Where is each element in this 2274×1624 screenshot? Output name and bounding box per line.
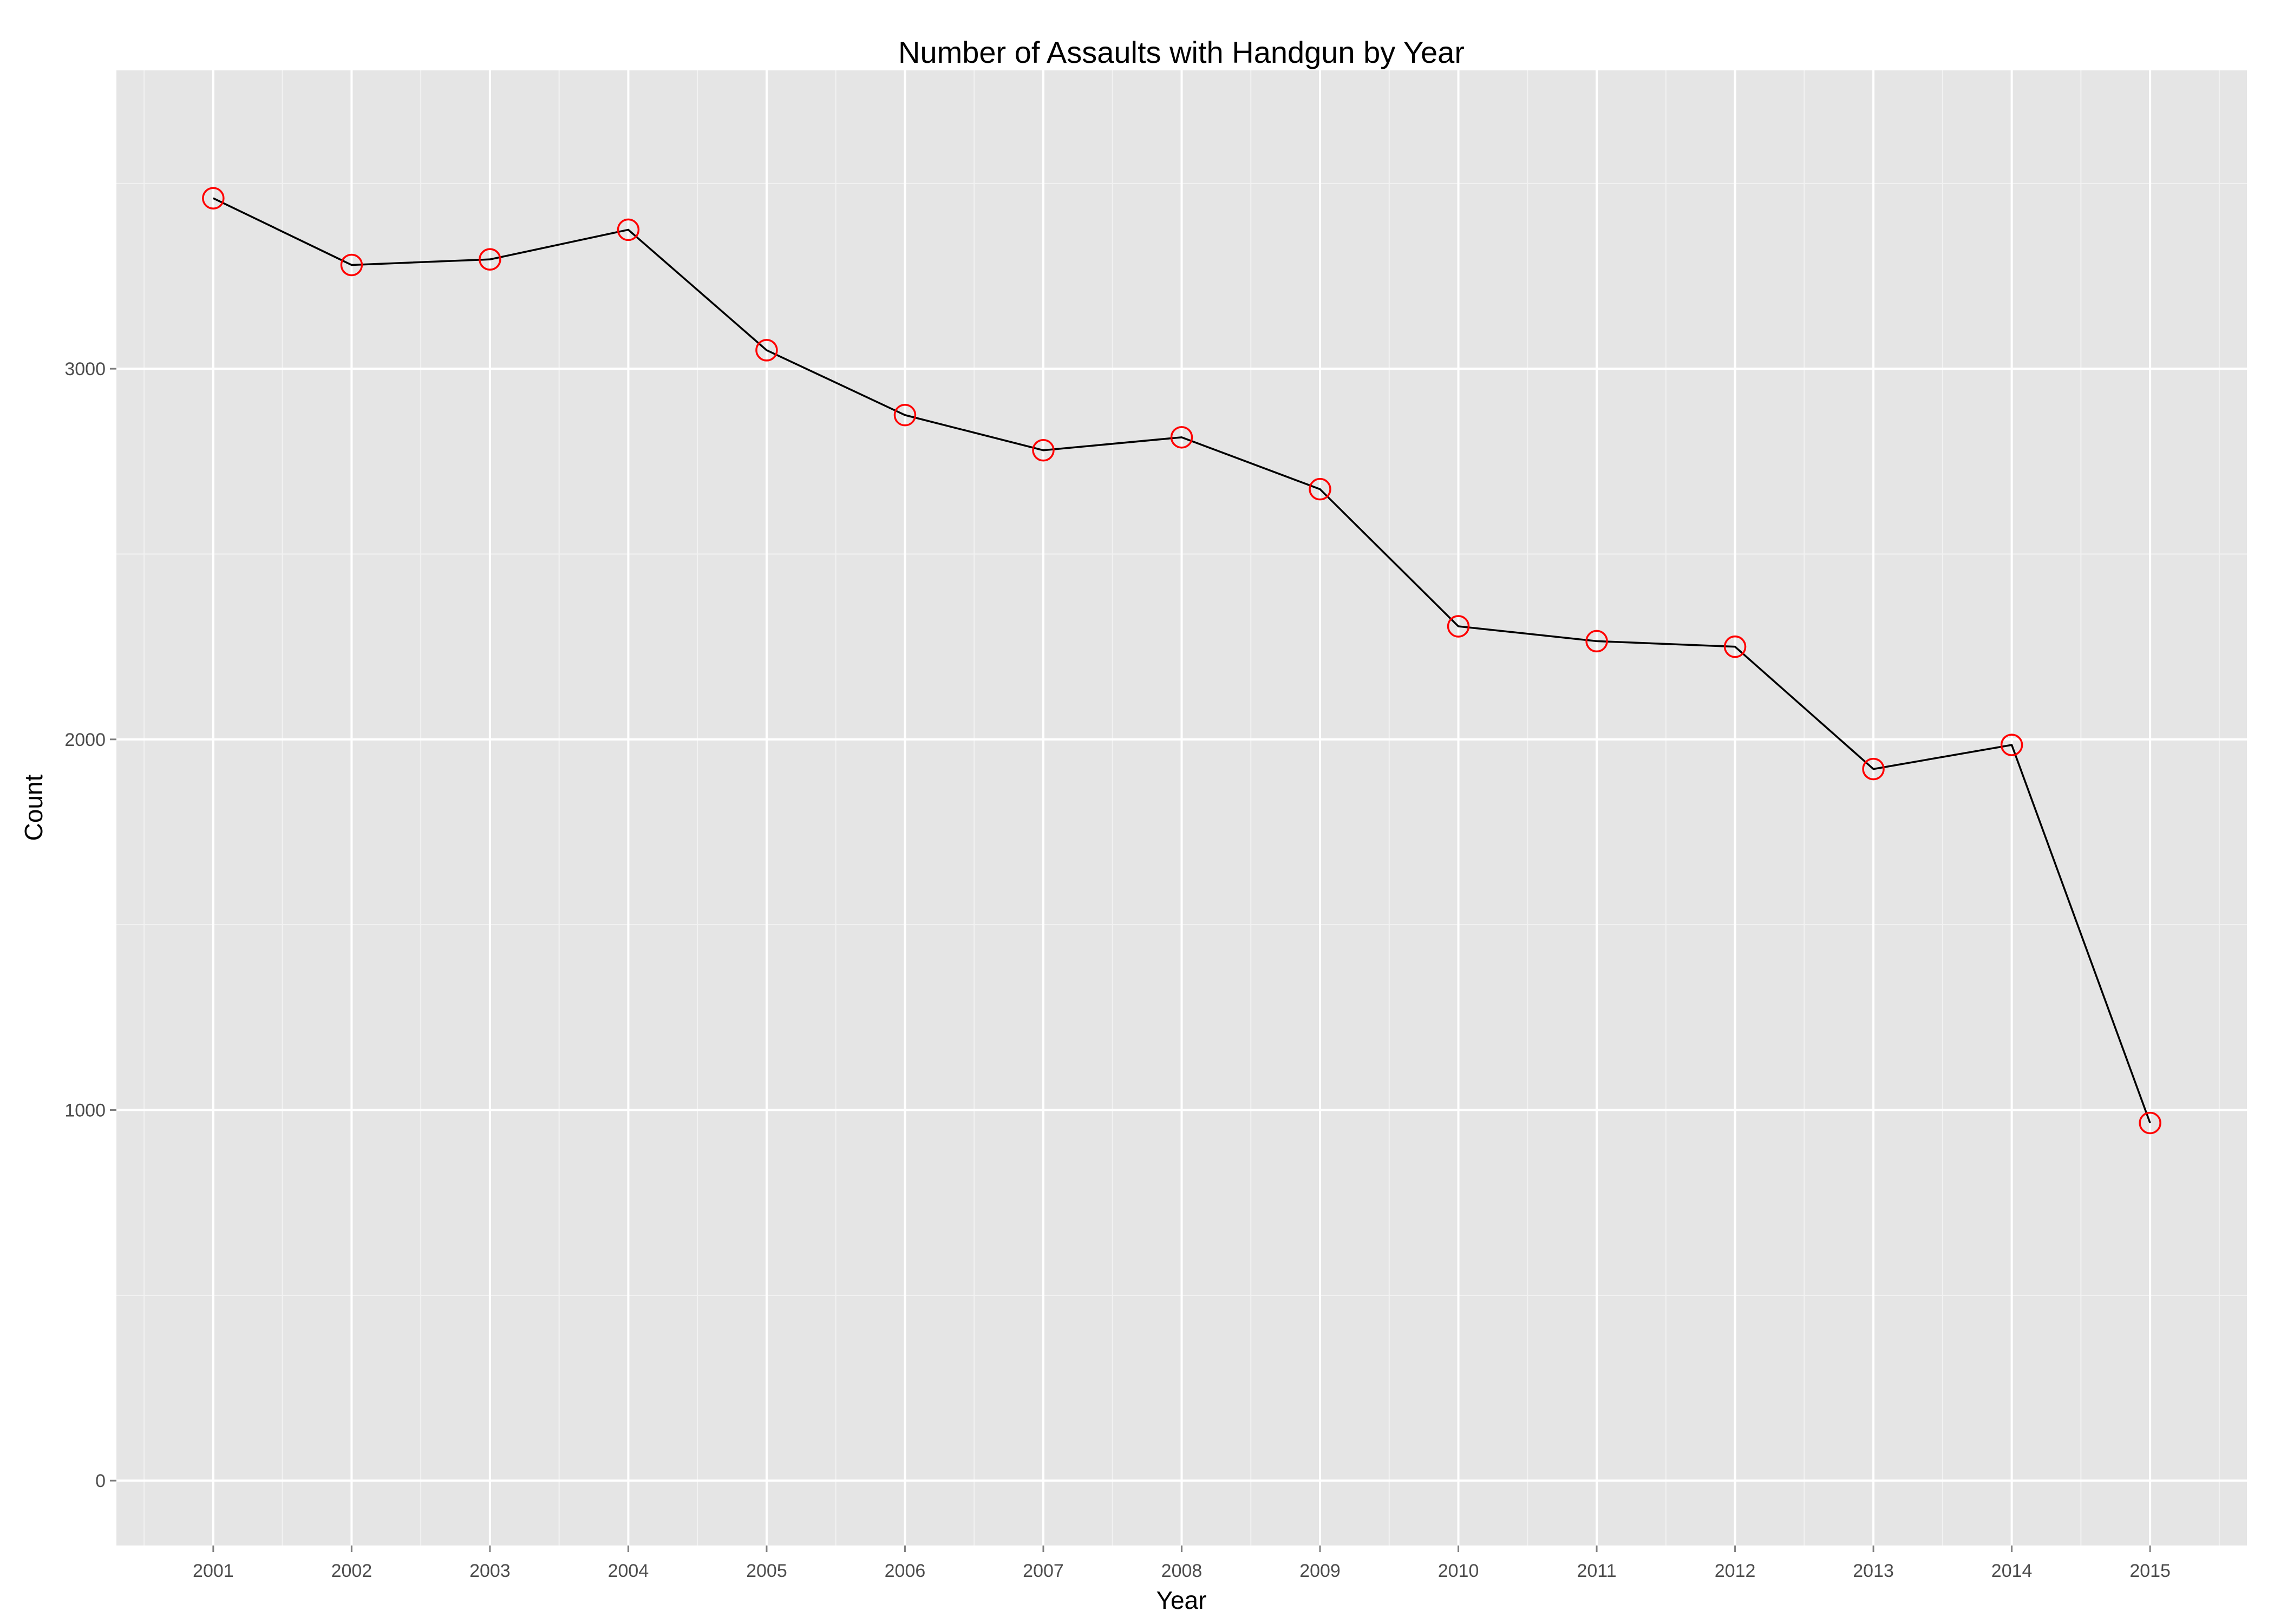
data-point-2006 [893,403,917,427]
x-tick-label: 2005 [746,1561,787,1581]
x-tick-label: 2009 [1299,1561,1341,1581]
x-axis-title: Year [1156,1586,1207,1614]
major-gridlines [116,70,2247,1546]
data-series [202,187,2161,1135]
y-axis-title: Count [19,774,48,841]
x-tick-label: 2004 [608,1561,649,1581]
x-tick-label: 2008 [1161,1561,1203,1581]
y-tick-label: 3000 [64,359,106,379]
data-point-2005 [755,339,778,362]
minor-gridlines [116,70,2247,1546]
y-tick-label: 0 [95,1471,106,1491]
x-tick-label: 2001 [193,1561,234,1581]
data-point-2007 [1032,439,1055,462]
data-point-2001 [202,187,225,209]
data-point-2014 [2000,734,2023,756]
chart-title: Number of Assaults with Handgun by Year [898,35,1465,69]
x-tick-label: 2010 [1438,1561,1479,1581]
x-tick-label: 2014 [1991,1561,2033,1581]
y-tick-label: 2000 [64,730,106,750]
y-tick-label: 1000 [64,1101,106,1121]
data-point-2004 [617,218,640,241]
x-axis: 2001 2002 2003 2004 2005 2006 2007 2008 2009 2010… [193,1546,2171,1581]
x-tick-label: 2007 [1023,1561,1064,1581]
x-tick-label: 2013 [1853,1561,1894,1581]
data-point-2011 [1585,630,1608,653]
data-point-2013 [1862,757,1885,781]
data-point-2002 [340,253,363,277]
x-tick-label: 2003 [469,1561,511,1581]
data-point-2010 [1447,615,1470,638]
data-point-2008 [1170,426,1193,449]
data-point-2009 [1309,477,1331,501]
x-tick-label: 2012 [1715,1561,1756,1581]
x-tick-label: 2006 [885,1561,926,1581]
data-point-2015 [2139,1111,2161,1135]
series-line [213,197,2151,1124]
x-tick-label: 2011 [1577,1561,1616,1581]
x-tick-label: 2002 [331,1561,373,1581]
data-point-2012 [1723,635,1747,658]
y-axis: 0 1000 2000 3000 [64,359,116,1491]
data-point-2003 [479,248,501,271]
x-tick-label: 2015 [2129,1561,2171,1581]
